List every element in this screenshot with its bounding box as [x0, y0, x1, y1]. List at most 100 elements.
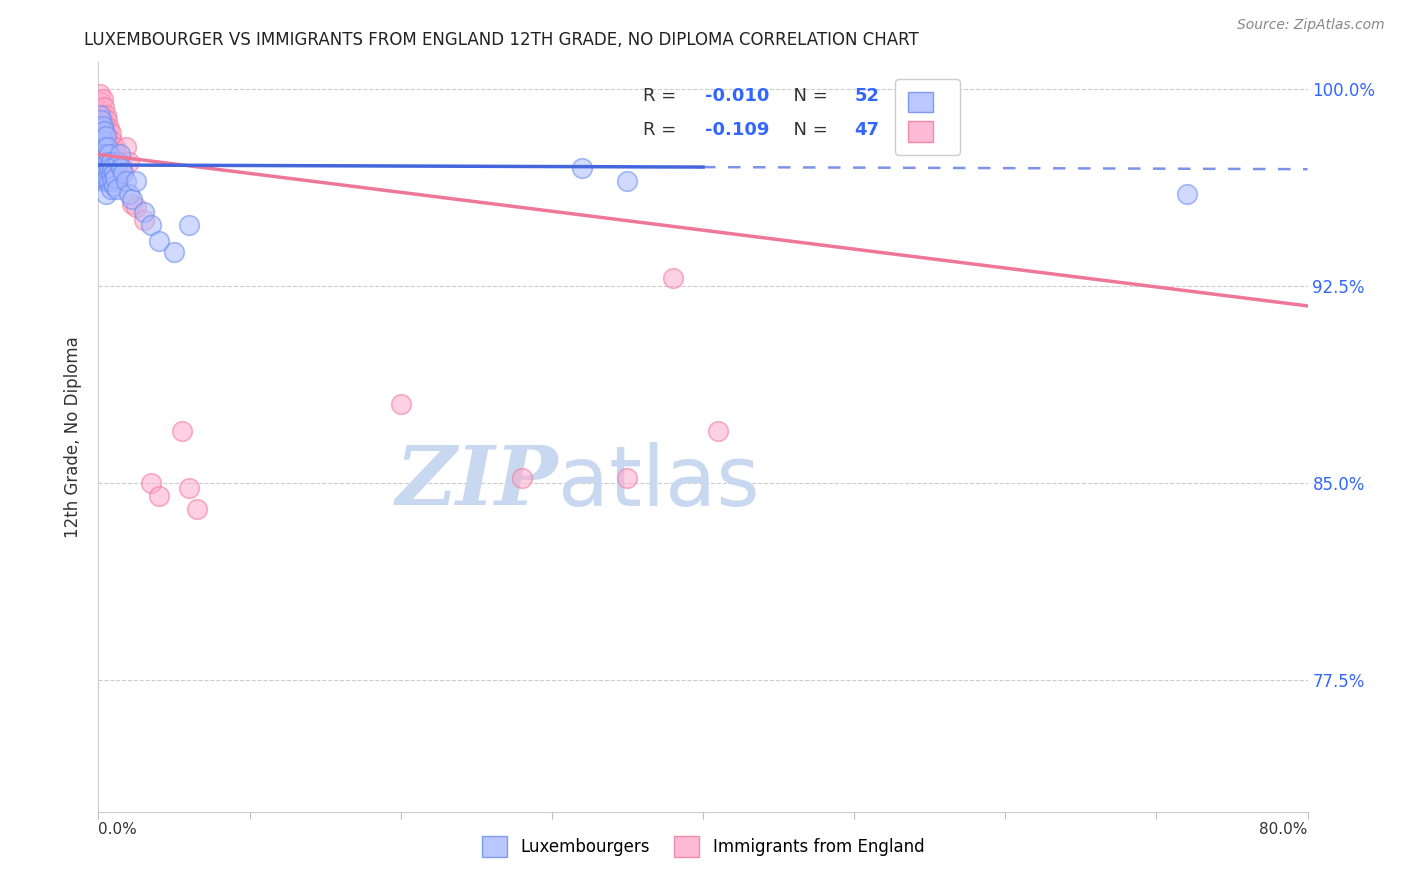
Point — [91, 174, 114, 188]
Point — [141, 476, 163, 491]
Point — [93, 171, 115, 186]
Point — [103, 145, 125, 159]
Point — [114, 139, 136, 153]
Legend: Luxembourgers, Immigrants from England: Luxembourgers, Immigrants from England — [475, 830, 931, 863]
Point — [91, 147, 114, 161]
Point — [179, 481, 201, 495]
Point — [170, 424, 193, 438]
Point — [125, 174, 148, 188]
Point — [96, 139, 118, 153]
Point — [179, 219, 201, 233]
Point — [110, 155, 132, 169]
Point — [100, 155, 122, 169]
Point — [98, 174, 121, 188]
Point — [101, 147, 124, 161]
Point — [111, 166, 134, 180]
Point — [93, 116, 115, 130]
Point — [98, 147, 121, 161]
Point — [94, 108, 117, 122]
Point — [148, 234, 170, 248]
Text: -0.109: -0.109 — [706, 121, 770, 139]
Point — [96, 155, 118, 169]
Point — [100, 127, 122, 141]
Text: R =: R = — [643, 121, 682, 139]
Point — [93, 129, 115, 144]
Point — [707, 424, 730, 438]
Point — [93, 139, 115, 153]
Point — [101, 161, 124, 175]
Text: N =: N = — [782, 121, 834, 139]
Point — [101, 174, 124, 188]
Point — [89, 108, 111, 122]
Point — [121, 197, 143, 211]
Y-axis label: 12th Grade, No Diploma: 12th Grade, No Diploma — [65, 336, 83, 538]
Point — [94, 174, 117, 188]
Point — [148, 489, 170, 503]
Text: LUXEMBOURGER VS IMMIGRANTS FROM ENGLAND 12TH GRADE, NO DIPLOMA CORRELATION CHART: LUXEMBOURGER VS IMMIGRANTS FROM ENGLAND … — [84, 31, 920, 49]
Point — [96, 113, 118, 128]
Point — [89, 103, 111, 117]
Point — [90, 111, 112, 125]
Point — [103, 158, 125, 172]
Text: 52: 52 — [855, 87, 879, 105]
Point — [93, 100, 115, 114]
Point — [91, 134, 114, 148]
Point — [89, 121, 111, 136]
Point — [89, 87, 111, 101]
Point — [100, 169, 122, 183]
Point — [90, 129, 112, 144]
Point — [96, 127, 118, 141]
Point — [101, 134, 124, 148]
Point — [100, 153, 122, 167]
Point — [100, 181, 122, 195]
Point — [91, 161, 114, 175]
Point — [121, 192, 143, 206]
Point — [104, 171, 127, 186]
Text: 47: 47 — [855, 121, 879, 139]
Point — [103, 166, 125, 180]
Point — [96, 171, 118, 186]
Point — [510, 471, 533, 485]
Point — [93, 155, 115, 169]
Point — [90, 95, 112, 109]
Point — [114, 174, 136, 188]
Text: 80.0%: 80.0% — [1260, 822, 1308, 838]
Point — [90, 139, 112, 153]
Point — [616, 471, 638, 485]
Point — [90, 155, 112, 169]
Point — [98, 134, 121, 148]
Point — [98, 147, 121, 161]
Point — [94, 129, 117, 144]
Point — [100, 139, 122, 153]
Point — [105, 181, 128, 195]
Point — [141, 219, 163, 233]
Point — [110, 161, 132, 175]
Text: 0.0%: 0.0% — [98, 822, 138, 838]
Point — [94, 186, 117, 201]
Point — [107, 155, 129, 169]
Point — [118, 155, 141, 169]
Point — [616, 174, 638, 188]
Point — [91, 108, 114, 122]
Point — [571, 161, 593, 175]
Point — [91, 119, 114, 133]
Text: -0.010: -0.010 — [706, 87, 770, 105]
Point — [132, 205, 155, 219]
Point — [186, 502, 208, 516]
Point — [111, 166, 134, 180]
Text: ZIP: ZIP — [395, 442, 558, 522]
Point — [91, 134, 114, 148]
Point — [93, 124, 115, 138]
Point — [89, 134, 111, 148]
Point — [1175, 186, 1198, 201]
Point — [389, 397, 412, 411]
Point — [108, 147, 131, 161]
Point — [661, 271, 683, 285]
Point — [98, 121, 121, 136]
Point — [125, 200, 148, 214]
Text: N =: N = — [782, 87, 834, 105]
Point — [91, 147, 114, 161]
Point — [90, 113, 112, 128]
Point — [94, 121, 117, 136]
Text: atlas: atlas — [558, 442, 759, 523]
